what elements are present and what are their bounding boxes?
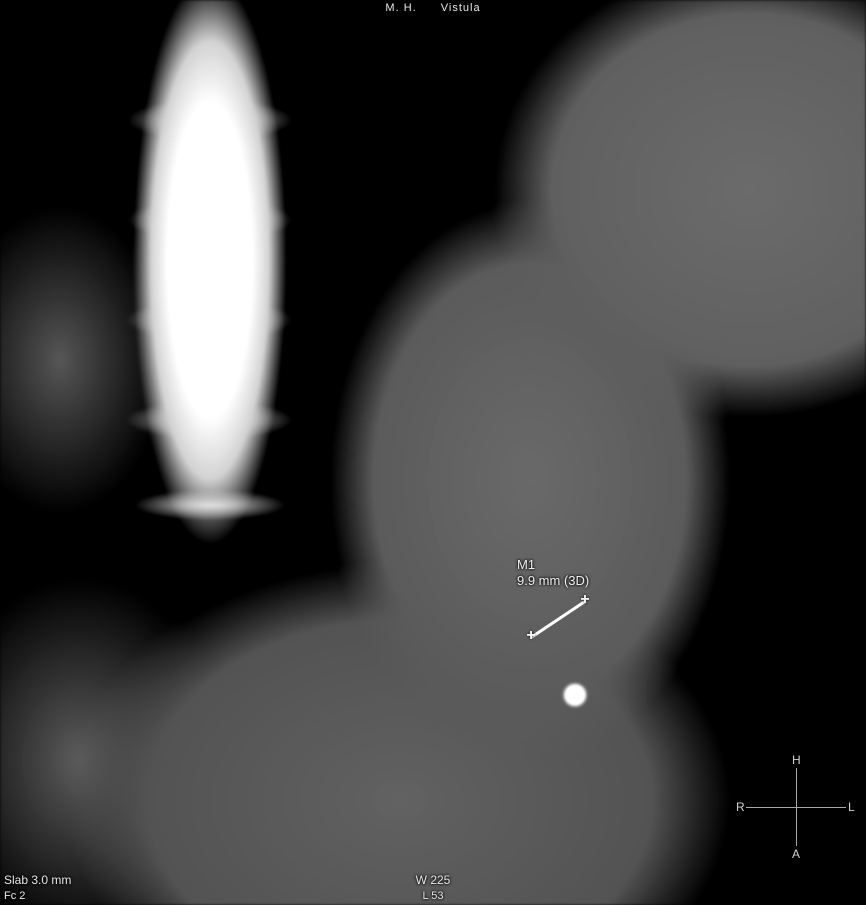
ct-image-background: [0, 0, 866, 905]
ct-viewport[interactable]: M. H. Vistula M1 9.9 mm (3D) + + H L A R…: [0, 0, 866, 905]
